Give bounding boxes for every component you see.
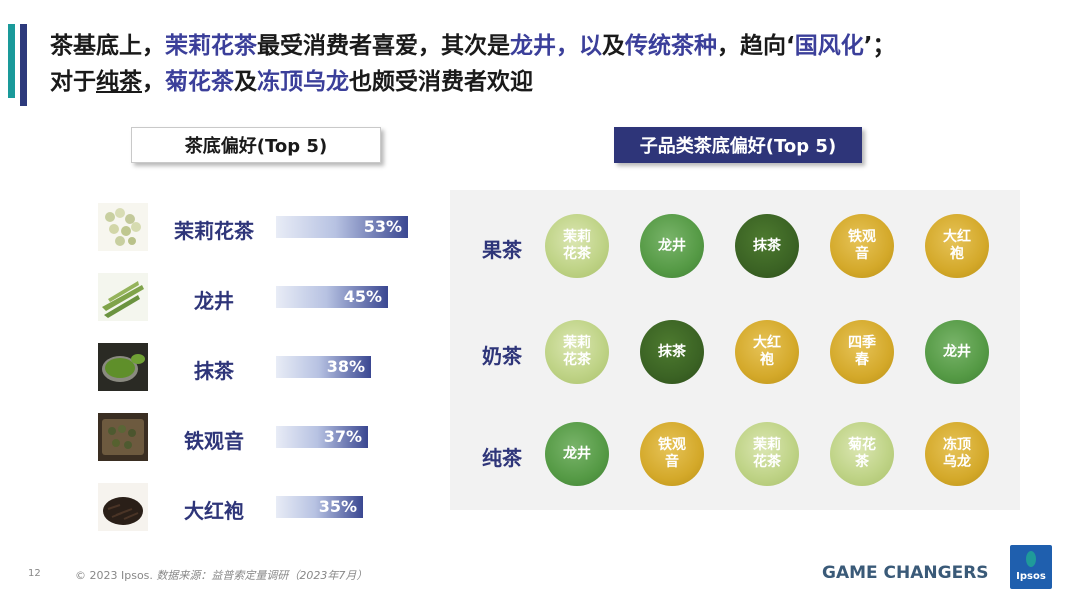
bar-category-label: 茉莉花茶 bbox=[174, 219, 254, 243]
accent-bar-teal bbox=[8, 24, 15, 98]
headline-line2-segment: ， bbox=[142, 69, 165, 95]
bar: 38% bbox=[276, 356, 371, 378]
matrix-row-label: 纯茶 bbox=[482, 446, 522, 470]
bar-value-label: 35% bbox=[318, 497, 357, 516]
bar-row: 大红袍 35% bbox=[98, 483, 418, 531]
bar-category-label: 铁观音 bbox=[184, 429, 244, 453]
tea-circle: 龙井 bbox=[640, 214, 704, 278]
tea-circle: 四季春 bbox=[830, 320, 894, 384]
headline-line1-segment: ，趋向‘ bbox=[717, 33, 795, 59]
matrix-row-label: 奶茶 bbox=[482, 344, 522, 368]
tea-circle: 茉莉 花茶 bbox=[735, 422, 799, 486]
bar-value-label: 38% bbox=[326, 357, 365, 376]
headline-line-1: 茶基底上，茉莉花茶最受消费者喜爱，其次是龙井，以及传统茶种，趋向‘国风化’； bbox=[50, 28, 1070, 64]
tieguanyin-tea-icon bbox=[98, 413, 148, 461]
bar-row: 茉莉花茶 53% bbox=[98, 203, 418, 251]
tea-circle: 大红袍 bbox=[925, 214, 989, 278]
bar: 35% bbox=[276, 496, 363, 518]
tea-circle: 冻顶 乌龙 bbox=[925, 422, 989, 486]
headline-line-2: 对于纯茶，菊花茶及冻顶乌龙也颇受消费者欢迎 bbox=[50, 64, 1070, 100]
headline-line2-segment: 及 bbox=[234, 69, 257, 95]
source-note: 数据来源：益普索定量调研（2023年7月） bbox=[156, 569, 368, 582]
logo-mark bbox=[1026, 551, 1036, 567]
headline-line2-segment: 对于 bbox=[50, 69, 96, 95]
bar-row: 龙井 45% bbox=[98, 273, 418, 321]
bar: 53% bbox=[276, 216, 408, 238]
tea-circle: 茉莉 花茶 bbox=[545, 214, 609, 278]
jasmine-tea-icon bbox=[98, 203, 148, 251]
headline-line2-segment: 菊花茶 bbox=[165, 69, 234, 95]
tea-circle: 龙井 bbox=[545, 422, 609, 486]
bar-category-label: 抹茶 bbox=[194, 359, 234, 383]
bar-category-label: 大红袍 bbox=[184, 499, 244, 523]
headline-line2-segment: 也颇受消费者欢迎 bbox=[349, 69, 533, 95]
headline-line2-segment: 冻顶乌龙 bbox=[257, 69, 349, 95]
bar-category-label: 龙井 bbox=[194, 289, 234, 313]
bar-value-label: 53% bbox=[363, 217, 402, 236]
tea-circle: 茉莉 花茶 bbox=[545, 320, 609, 384]
logo-text: Ipsos bbox=[1016, 571, 1046, 582]
tea-circle: 抹茶 bbox=[735, 214, 799, 278]
tea-circle: 大红袍 bbox=[735, 320, 799, 384]
headline-line2-segment: 纯茶 bbox=[96, 69, 142, 95]
dahongpao-tea-icon bbox=[98, 483, 148, 531]
matrix-row-label: 果茶 bbox=[482, 238, 522, 262]
tea-circle: 铁观音 bbox=[830, 214, 894, 278]
headline-line1-segment: 传统茶种 bbox=[625, 33, 717, 59]
bar: 45% bbox=[276, 286, 388, 308]
sub-category-matrix: 果茶 茉莉 花茶 龙井 抹茶 铁观音大红袍奶茶 茉莉 花茶 抹茶 大红袍四季春龙井 纯茶 龙井 铁观音茉… bbox=[450, 190, 1020, 510]
headline-line1-segment: 茶基底上， bbox=[50, 33, 165, 59]
tea-circle: 抹茶 bbox=[640, 320, 704, 384]
tagline: GAME CHANGERS bbox=[822, 563, 989, 583]
headline-line1-segment: ’； bbox=[863, 33, 896, 59]
bar-value-label: 37% bbox=[323, 427, 362, 446]
right-panel-title: 子品类茶底偏好(Top 5) bbox=[614, 127, 862, 163]
bar: 37% bbox=[276, 426, 368, 448]
headline-line1-segment: 国风化 bbox=[794, 33, 864, 59]
copyright-text: © 2023 Ipsos. bbox=[75, 569, 153, 582]
tea-circle: 龙井 bbox=[925, 320, 989, 384]
tea-circle: 菊花茶 bbox=[830, 422, 894, 486]
matcha-icon bbox=[98, 343, 148, 391]
accent-bar-navy bbox=[20, 24, 27, 106]
ipsos-logo: Ipsos bbox=[1010, 545, 1052, 589]
headline-line1-segment: 及 bbox=[602, 33, 625, 59]
headline: 茶基底上，茉莉花茶最受消费者喜爱，其次是龙井，以及传统茶种，趋向‘国风化’； 对… bbox=[50, 28, 1070, 100]
footer-copyright: © 2023 Ipsos. 数据来源：益普索定量调研（2023年7月） bbox=[75, 567, 367, 583]
headline-line1-segment: 最受消费者喜爱，其次是 bbox=[257, 33, 510, 59]
headline-line1-segment: 龙井，以 bbox=[510, 33, 602, 59]
longjing-tea-icon bbox=[98, 273, 148, 321]
page-number: 12 bbox=[28, 568, 41, 579]
bar-value-label: 45% bbox=[343, 287, 382, 306]
headline-line1-segment: 茉莉花茶 bbox=[165, 33, 257, 59]
tea-circle: 铁观音 bbox=[640, 422, 704, 486]
bar-row: 抹茶 38% bbox=[98, 343, 418, 391]
left-panel-title: 茶底偏好(Top 5) bbox=[131, 127, 381, 163]
bar-row: 铁观音 37% bbox=[98, 413, 418, 461]
